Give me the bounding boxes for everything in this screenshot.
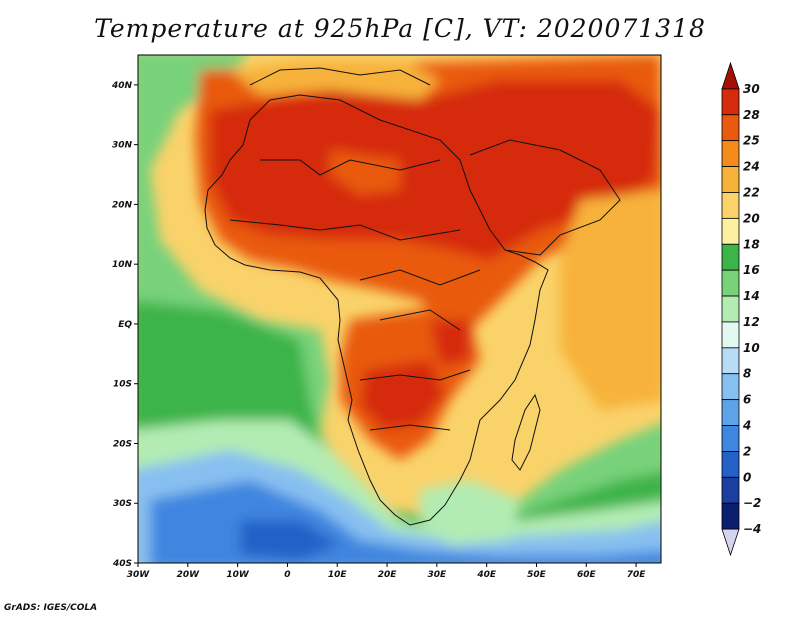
colorbar-swatch — [721, 295, 740, 323]
colorbar-swatch — [721, 451, 740, 478]
lat-label: 30N — [112, 141, 133, 151]
lon-label: 20W — [177, 570, 201, 580]
colorbar-label: 12 — [743, 315, 760, 329]
credit-label: GrADS: IGES/COLA — [4, 603, 98, 613]
lat-label: 10N — [112, 260, 133, 270]
colorbar-swatch — [721, 61, 740, 90]
lat-label: 20S — [113, 439, 132, 449]
latitude-axis: 40N 30N 20N 10N EQ 10S 20S 30S 40S — [111, 81, 138, 569]
colorbar-label: 24 — [743, 160, 760, 174]
colorbar-swatch — [721, 269, 740, 297]
colorbar-label: −4 — [743, 522, 761, 536]
colorbar-swatch — [721, 347, 740, 375]
colorbar-label: 22 — [743, 185, 760, 199]
colorbar-label: 25 — [743, 134, 760, 148]
lon-label: 10W — [226, 570, 250, 580]
colorbar-swatch — [721, 166, 740, 193]
colorbar-label: 14 — [743, 289, 760, 303]
lon-label: 30E — [428, 570, 448, 580]
longitude-axis: 30W 20W 10W 0 10E 20E 30E 40E 50E 60E 70E — [127, 563, 647, 580]
colorbar-swatch — [721, 88, 740, 116]
lon-label: 0 — [284, 570, 290, 580]
map-title: Temperature at 925hPa [C], VT: 202007131… — [94, 14, 706, 43]
colorbar-label: 2 — [743, 444, 751, 458]
lon-label: 50E — [527, 570, 547, 580]
colorbar-label: 4 — [742, 419, 751, 433]
temperature-field — [138, 55, 661, 563]
colorbar-label: 10 — [743, 341, 760, 355]
colorbar-label: 0 — [743, 470, 751, 484]
lat-label: 40S — [112, 559, 132, 569]
colorbar-label: −2 — [743, 496, 761, 510]
colorbar-swatch — [721, 528, 740, 557]
colorbar-label: 18 — [743, 237, 760, 251]
lat-label: 30S — [113, 499, 132, 509]
lon-label: 60E — [577, 570, 597, 580]
colorbar-swatch — [721, 217, 740, 245]
lon-label: 20E — [378, 570, 398, 580]
lon-label: 40E — [476, 570, 497, 580]
coastlines — [204, 67, 621, 526]
colorbar-swatch — [721, 476, 740, 504]
colorbar-label: 20 — [743, 211, 760, 225]
plot-frame — [137, 54, 662, 564]
lon-label: 30W — [127, 570, 151, 580]
colorbar-swatch — [721, 373, 740, 401]
colorbar-swatch — [721, 321, 740, 349]
lat-label: 40N — [111, 81, 133, 91]
colorbar-swatch — [721, 114, 740, 142]
colorbar-label: 16 — [743, 263, 760, 277]
colorbar-label: 28 — [743, 108, 760, 122]
lat-label: 20N — [112, 200, 133, 210]
colorbar-swatch — [721, 192, 740, 219]
colorbar-label: 6 — [743, 393, 751, 407]
colorbar-label: 8 — [743, 367, 751, 381]
colorbar-swatch — [721, 243, 740, 271]
lat-label: EQ — [118, 320, 132, 330]
colorbar-label: 30 — [743, 82, 760, 96]
colorbar-swatch — [721, 502, 740, 530]
colorbar-swatch — [721, 399, 740, 426]
lon-label: 10E — [328, 570, 348, 580]
lon-label: 70E — [627, 570, 647, 580]
colorbar-swatch — [721, 140, 740, 167]
lat-label: 10S — [113, 380, 132, 390]
colorbar-swatch — [721, 425, 740, 452]
